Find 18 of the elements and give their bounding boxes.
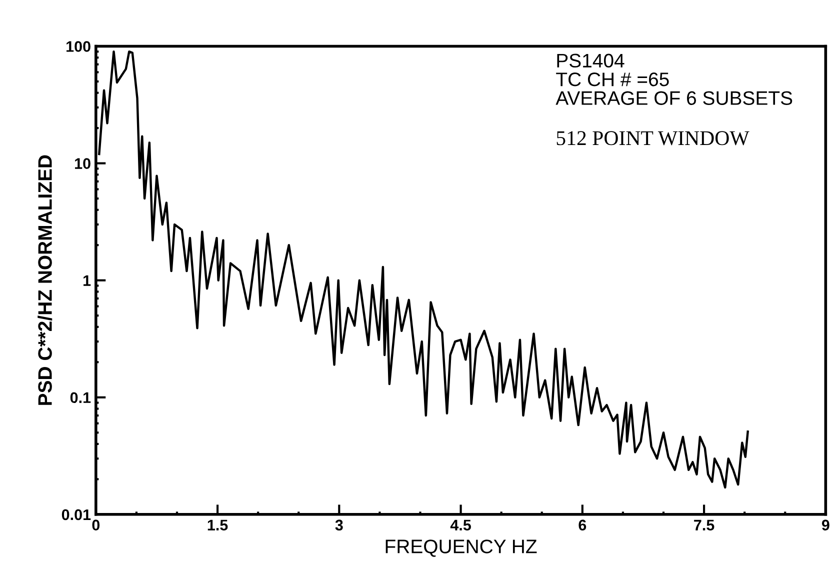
y-tick-label: 1	[84, 275, 91, 286]
annotation: 512 POINT WINDOW	[556, 131, 750, 146]
x-tick-label: 6	[578, 520, 586, 531]
annotation: PS1404	[557, 54, 624, 68]
x-tick-label: 4.5	[450, 520, 471, 531]
x-tick-label: 9	[822, 520, 830, 531]
annotation: TC CH # =65	[556, 72, 669, 86]
y-tick-label: 100	[66, 41, 90, 52]
y-tick-label: 0.01	[62, 509, 91, 520]
x-tick-label: 0	[92, 520, 100, 531]
x-tick-label: 3	[335, 520, 343, 531]
y-tick-label: 10	[75, 158, 90, 169]
x-axis-title: FREQUENCY HZ	[386, 540, 537, 557]
x-tick-label: 1.5	[208, 520, 228, 531]
annotation: AVERAGE OF 6 SUBSETS	[556, 91, 792, 105]
y-axis-title: PSD C**2/HZ NORMALIZED	[38, 155, 52, 405]
x-tick-label: 7.5	[694, 520, 714, 531]
y-tick-label: 0.1	[70, 392, 91, 404]
